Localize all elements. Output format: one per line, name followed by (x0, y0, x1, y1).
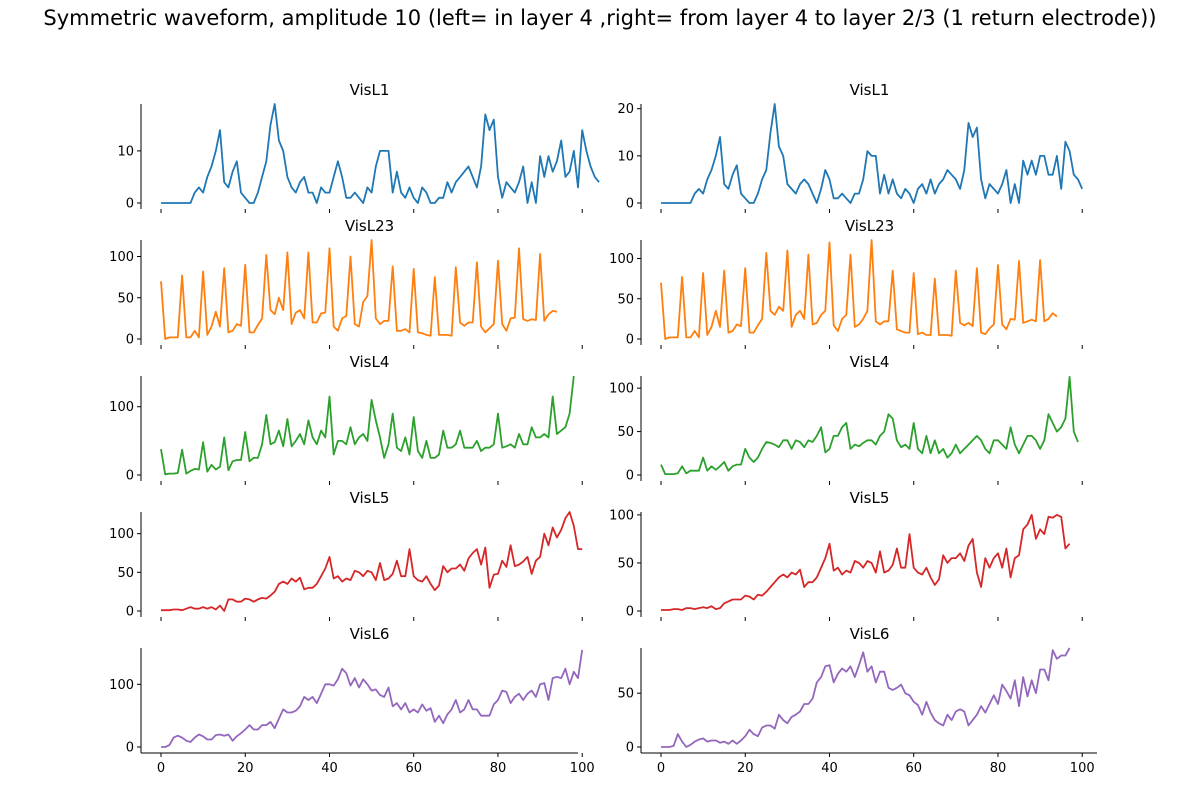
y-tick-label: 10 (117, 144, 134, 159)
y-tick-label: 50 (617, 425, 634, 440)
y-tick-label: 0 (626, 605, 634, 620)
y-tick-label: 50 (617, 556, 634, 571)
series-line-visl4-left (160, 375, 575, 476)
y-tick-label: 100 (109, 678, 134, 693)
series-line-visl23-right (660, 239, 1058, 340)
panel-visl1-right: VisL1 0 10 20 (617, 81, 1084, 213)
panel-title: VisL1 (850, 81, 890, 99)
y-tick-label: 100 (609, 382, 634, 397)
y-tick-label: 0 (126, 197, 134, 212)
y-tick-label: 100 (609, 252, 634, 267)
panel-visl4-right: VisL4 0 50 100 (609, 353, 1083, 485)
y-tick-label: 20 (617, 102, 634, 117)
panel-title: VisL5 (350, 489, 390, 507)
x-tick-label: 100 (570, 761, 595, 776)
x-tick-label: 20 (737, 761, 754, 776)
series-line-visl6-right (661, 647, 1071, 748)
panel-visl6-left: VisL6 0 100 0 20 40 60 80 100 (109, 625, 594, 776)
series-line-visl4-right (660, 375, 1079, 476)
panel-title: VisL23 (345, 217, 394, 235)
y-tick-label: 0 (126, 469, 134, 484)
y-tick-label: 50 (617, 687, 634, 702)
y-tick-label: 0 (626, 197, 634, 212)
x-tick-label: 80 (990, 761, 1007, 776)
panel-title: VisL6 (350, 625, 390, 643)
x-tick-label: 60 (905, 761, 922, 776)
figure-title: Symmetric waveform, amplitude 10 (left= … (43, 6, 1157, 30)
y-tick-label: 100 (109, 400, 134, 415)
x-tick-label: 100 (1070, 761, 1095, 776)
y-tick-label: 50 (117, 566, 134, 581)
panel-visl23-left: VisL23 0 50 100 (109, 217, 583, 349)
series-line-visl1-right (661, 103, 1084, 204)
y-tick-label: 0 (626, 469, 634, 484)
y-tick-label: 0 (126, 333, 134, 348)
series-line-visl1-left (161, 103, 600, 204)
x-tick-label: 0 (657, 761, 665, 776)
y-tick-label: 50 (117, 291, 134, 306)
panel-visl4-left: VisL4 0 100 (109, 353, 583, 485)
panel-visl23-right: VisL23 0 50 100 (609, 217, 1083, 349)
y-tick-label: 0 (626, 333, 634, 348)
y-tick-label: 0 (126, 605, 134, 620)
panel-title: VisL1 (350, 81, 390, 99)
series-line-visl23-left (160, 239, 558, 340)
panel-visl6-right: VisL6 0 50 0 20 40 60 80 100 (617, 625, 1097, 776)
panel-visl5-right: VisL5 0 50 100 (609, 489, 1083, 621)
series-line-visl5-right (661, 514, 1071, 611)
y-tick-label: 0 (126, 741, 134, 756)
x-tick-label: 40 (821, 761, 838, 776)
panel-visl5-left: VisL5 0 50 100 (109, 489, 583, 621)
x-tick-label: 80 (490, 761, 507, 776)
x-tick-label: 40 (321, 761, 338, 776)
panel-title: VisL4 (350, 353, 390, 371)
y-tick-label: 10 (617, 149, 634, 164)
y-tick-label: 100 (109, 527, 134, 542)
panel-title: VisL23 (845, 217, 894, 235)
panel-title: VisL4 (850, 353, 890, 371)
y-tick-label: 0 (626, 741, 634, 756)
panel-visl1-left: VisL1 0 10 (117, 81, 600, 213)
y-tick-label: 50 (617, 292, 634, 307)
y-tick-label: 100 (109, 250, 134, 265)
y-tick-label: 100 (609, 508, 634, 523)
series-line-visl6-left (161, 649, 584, 748)
panel-title: VisL5 (850, 489, 890, 507)
x-tick-label: 20 (237, 761, 254, 776)
panel-title: VisL6 (850, 625, 890, 643)
x-tick-label: 60 (405, 761, 422, 776)
series-line-visl5-left (161, 511, 583, 612)
x-tick-label: 0 (157, 761, 165, 776)
